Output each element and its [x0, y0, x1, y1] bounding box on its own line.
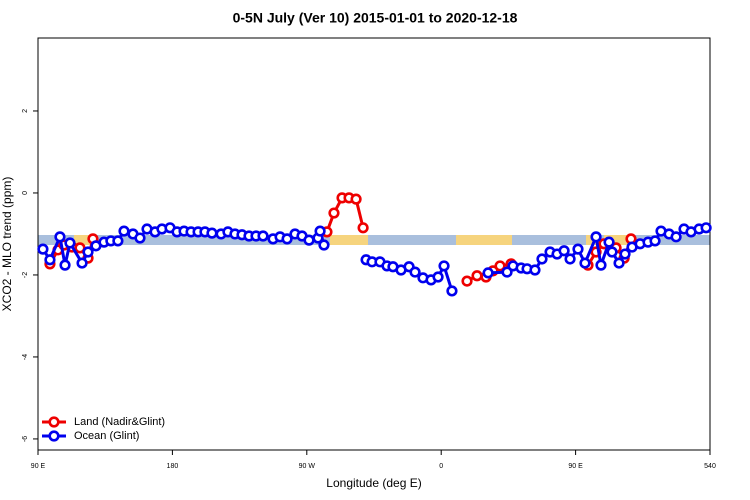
plot-frame — [37, 37, 711, 451]
x-tick-label: 540 — [704, 463, 716, 470]
point — [206, 227, 218, 239]
x-tick-label: 90 E — [31, 463, 46, 470]
point — [606, 246, 618, 258]
point — [461, 275, 473, 287]
point — [303, 234, 315, 246]
y-tick-label: -2 — [22, 272, 29, 278]
point — [471, 270, 483, 282]
point — [494, 260, 506, 272]
point — [482, 267, 494, 279]
y-axis-label: XCO2 - MLO trend (ppm) — [0, 177, 14, 312]
x-tick-label: 90 W — [299, 463, 316, 470]
point — [350, 193, 362, 205]
point — [37, 243, 49, 255]
legend-label: Land (Nadir&Glint) — [74, 416, 165, 428]
point — [409, 266, 421, 278]
x-tick-label: 180 — [167, 463, 179, 470]
point — [357, 222, 369, 234]
point — [328, 207, 340, 219]
legend-marker — [48, 430, 60, 442]
point — [529, 264, 541, 276]
point — [536, 253, 548, 265]
x-axis-label: Longitude (deg E) — [326, 476, 421, 490]
legend-marker — [48, 416, 60, 428]
point — [54, 231, 66, 243]
point — [603, 236, 615, 248]
point — [112, 235, 124, 247]
point — [118, 225, 130, 237]
y-tick-label: -4 — [22, 354, 29, 360]
point — [432, 271, 444, 283]
point — [314, 225, 326, 237]
legend-label: Ocean (Glint) — [74, 430, 139, 442]
point — [700, 222, 712, 234]
y-tick-label: 0 — [22, 191, 29, 195]
point — [590, 231, 602, 243]
point — [619, 248, 631, 260]
x-tick-label: 0 — [439, 463, 443, 470]
point — [76, 257, 88, 269]
point — [438, 260, 450, 272]
point — [649, 235, 661, 247]
point — [257, 230, 269, 242]
chart-title: 0-5N July (Ver 10) 2015-01-01 to 2020-12… — [233, 10, 518, 26]
point — [318, 239, 330, 251]
y-tick-label: 2 — [22, 109, 29, 113]
point — [572, 243, 584, 255]
point — [446, 285, 458, 297]
point — [59, 259, 71, 271]
x-tick-label: 90 E — [568, 463, 583, 470]
point — [564, 253, 576, 265]
point — [134, 232, 146, 244]
point — [670, 231, 682, 243]
point — [558, 245, 570, 257]
y-tick-label: -6 — [22, 436, 29, 442]
land-strip — [604, 235, 630, 245]
point — [82, 246, 94, 258]
point — [579, 257, 591, 269]
point — [64, 237, 76, 249]
land-strip — [74, 235, 92, 245]
point — [595, 259, 607, 271]
land-strip — [456, 235, 512, 245]
ocean-strip — [38, 235, 710, 245]
point — [281, 233, 293, 245]
point — [613, 257, 625, 269]
land-strip — [330, 235, 368, 245]
point — [44, 254, 56, 266]
